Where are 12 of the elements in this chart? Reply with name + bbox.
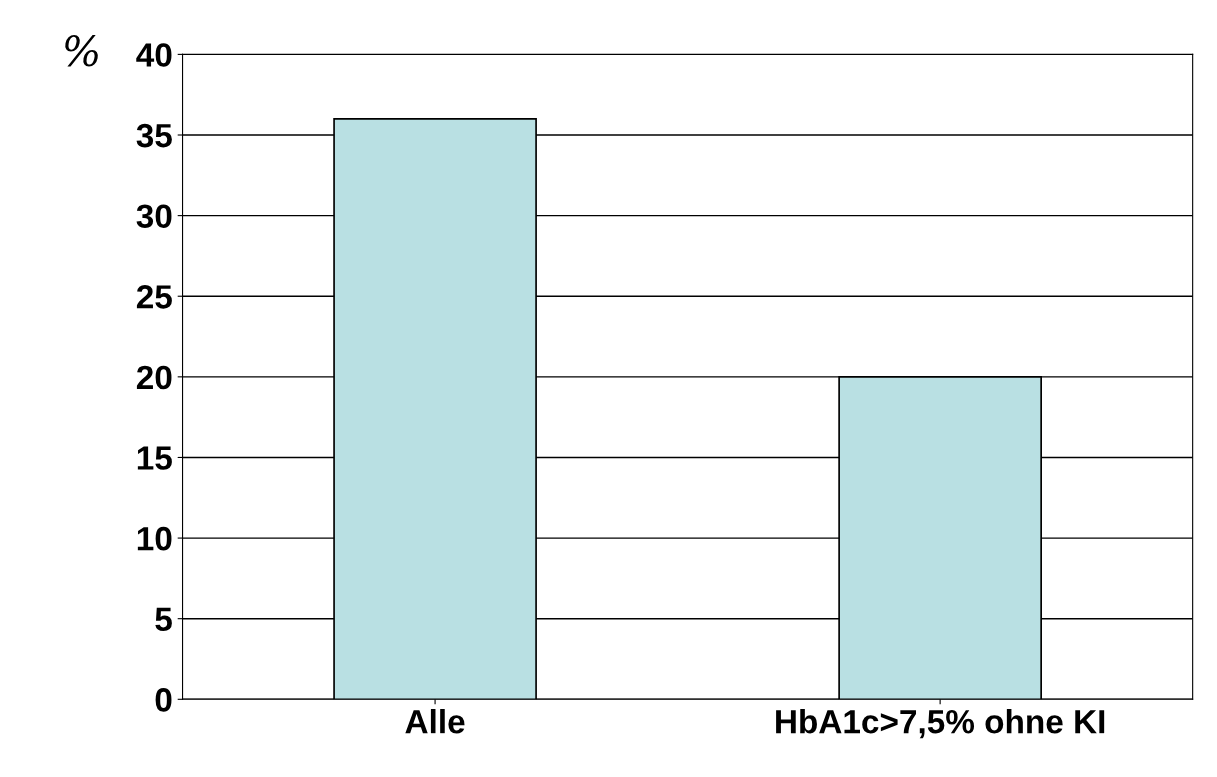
y-tick-label: 5: [155, 607, 172, 632]
y-tick-label: 10: [137, 526, 172, 551]
y-tick-label: 35: [136, 123, 172, 148]
y-tick-label: 0: [155, 688, 172, 712]
y-tick-label: 15: [137, 446, 172, 470]
x-tick-label: HbA1c>7,5% ohne KI: [776, 709, 1105, 739]
x-tick-label: Alle: [405, 709, 465, 734]
y-tick-label: 40: [136, 43, 172, 67]
y-tick-label: 25: [136, 285, 172, 309]
y-tick-label: 30: [136, 204, 172, 229]
y-axis-title: %: [65, 34, 98, 67]
y-tick-label: 20: [136, 365, 172, 390]
